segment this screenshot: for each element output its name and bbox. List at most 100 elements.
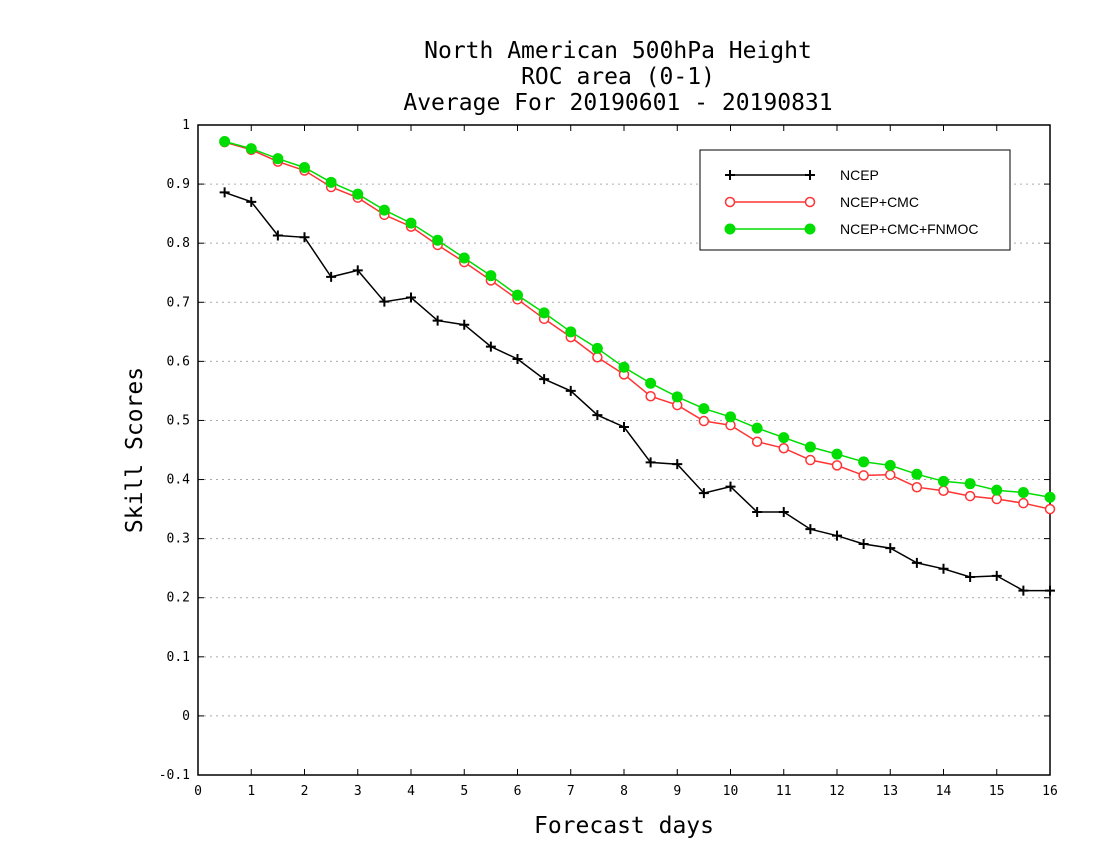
x-tick-label: 13: [882, 784, 898, 799]
y-tick-label: 0.3: [167, 532, 190, 547]
data-point: [645, 457, 656, 468]
x-tick-label: 3: [354, 784, 362, 799]
data-point: [938, 485, 949, 497]
data-point: [805, 524, 816, 535]
data-point: [485, 341, 496, 352]
data-point: [379, 296, 390, 307]
data-point: [378, 204, 390, 216]
data-point: [485, 270, 497, 282]
data-point: [725, 411, 736, 423]
x-tick-label: 15: [989, 784, 1005, 799]
x-axis-label: Forecast days: [534, 813, 714, 839]
data-point: [512, 354, 523, 364]
data-point: [778, 442, 789, 454]
data-point: [326, 271, 337, 282]
data-point: [565, 385, 576, 396]
legend-box: [699, 149, 1011, 251]
data-point: [352, 188, 364, 200]
x-tick-label: 8: [620, 784, 628, 799]
x-tick-label: 7: [567, 784, 575, 799]
x-tick-label: 16: [1042, 784, 1058, 799]
legend-marker: [805, 170, 815, 180]
data-point: [1018, 497, 1029, 509]
data-point: [965, 572, 976, 583]
data-point: [991, 493, 1002, 505]
x-tick-label: 2: [301, 784, 309, 799]
data-point: [964, 490, 976, 502]
data-point: [592, 410, 603, 421]
data-point: [645, 390, 656, 402]
data-point: [512, 289, 523, 301]
x-tick-label: 4: [407, 784, 415, 799]
data-point: [884, 459, 896, 471]
x-tick-label: 11: [776, 784, 792, 799]
x-tick-label: 6: [514, 784, 522, 799]
data-point: [778, 432, 790, 444]
data-point: [751, 436, 763, 447]
data-point: [725, 481, 736, 492]
data-point: [885, 543, 896, 554]
legend-marker: [725, 170, 735, 180]
y-tick-label: 0.6: [167, 354, 190, 369]
x-tick-label: 9: [673, 784, 681, 799]
data-point: [458, 252, 470, 264]
data-point: [938, 475, 949, 487]
data-point: [325, 176, 337, 188]
data-point: [1017, 487, 1029, 499]
data-point: [538, 307, 550, 319]
data-point: [672, 459, 683, 470]
data-point: [671, 391, 683, 403]
data-point: [565, 326, 577, 338]
title-line-2: ROC area (0-1): [521, 64, 715, 90]
data-point: [299, 162, 310, 174]
data-point: [964, 478, 976, 490]
y-tick-label: 0.9: [167, 177, 190, 192]
x-tick-label: 0: [194, 784, 202, 799]
data-point: [246, 196, 257, 207]
y-tick-label: 0.4: [167, 473, 191, 488]
x-tick-label: 14: [936, 784, 952, 799]
data-point: [272, 153, 284, 165]
data-point: [592, 351, 603, 363]
data-point: [751, 422, 763, 434]
legend-item: NCEP+CMC: [724, 194, 919, 210]
y-axis-label: Skill Scores: [122, 367, 148, 533]
data-point: [352, 265, 363, 276]
x-tick-label: 12: [829, 784, 845, 799]
y-tick-label: 0.5: [167, 413, 190, 428]
data-point: [245, 143, 257, 155]
data-point: [778, 507, 789, 518]
data-point: [885, 469, 896, 481]
data-point: [1018, 585, 1029, 596]
data-point: [406, 292, 416, 303]
series-ncep-cmc-fnmoc: [219, 136, 1056, 503]
legend-label: NCEP+CMC: [840, 194, 919, 210]
series-layer: [219, 136, 1056, 596]
data-point: [698, 488, 709, 499]
data-point: [219, 136, 231, 148]
data-point: [858, 456, 870, 468]
y-tick-label: 0.2: [167, 591, 190, 606]
y-axis: -0.1 0 0.1 0.2 0.3 0.4 0.5 0.6 0.7 0.8 0.9 1: [159, 118, 1050, 783]
data-point: [1044, 491, 1056, 503]
legend-label: NCEP+CMC+FNMOC: [840, 221, 978, 237]
data-point: [645, 377, 657, 389]
data-point: [911, 468, 923, 480]
data-point: [1044, 503, 1056, 515]
legend-marker: [724, 223, 736, 235]
data-point: [459, 319, 470, 330]
data-point: [272, 230, 283, 241]
y-tick-label: 0.7: [167, 295, 190, 310]
data-point: [805, 454, 816, 466]
x-tick-label: 5: [460, 784, 468, 799]
data-point: [804, 441, 816, 453]
data-point: [991, 484, 1003, 496]
y-tick-label: 0.1: [167, 650, 190, 665]
data-point: [618, 361, 630, 373]
data-point: [698, 403, 710, 415]
data-point: [299, 232, 310, 243]
data-point: [832, 530, 842, 541]
data-point: [591, 342, 603, 354]
x-tick-label: 10: [723, 784, 739, 799]
